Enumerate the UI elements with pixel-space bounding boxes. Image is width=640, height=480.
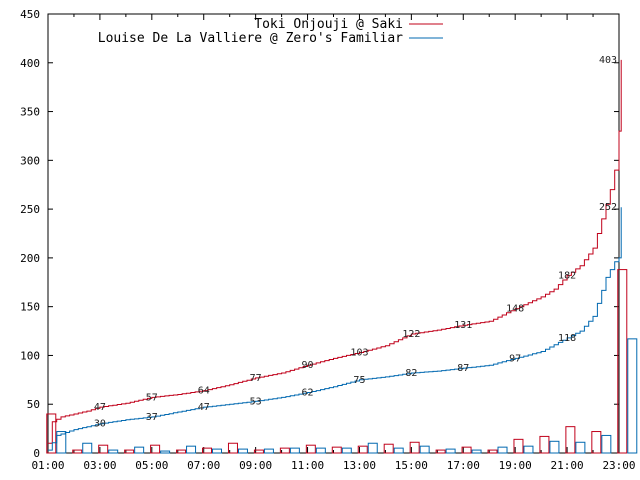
bar-toki: [227, 442, 238, 454]
bar-louise: [549, 440, 560, 454]
bar-toki: [591, 431, 602, 454]
bar-toki: [279, 447, 290, 454]
point-label-toki: 77: [250, 373, 262, 384]
bar-louise: [627, 338, 638, 454]
x-tick-label: 23:00: [602, 459, 635, 472]
x-tick-label: 15:00: [395, 459, 428, 472]
point-label-toki: 47: [94, 402, 106, 413]
bar-toki: [305, 444, 316, 454]
bar-louise: [315, 447, 326, 454]
y-tick-label: 50: [27, 398, 40, 411]
point-label-toki: 182: [558, 270, 576, 281]
bar-toki: [253, 449, 264, 454]
axes: 0 50 100 150 200 250 300 350 400 450 01:00 03:00 05:…: [20, 8, 635, 472]
y-tick-label: 0: [33, 447, 40, 460]
point-label-louise: 252: [599, 202, 617, 213]
x-tick-label: 09:00: [239, 459, 272, 472]
bar-louise: [263, 448, 274, 454]
bar-louise: [341, 447, 352, 454]
bar-louise: [82, 442, 93, 454]
legend-label-toki: Toki Onjouji @ Saki: [254, 17, 403, 32]
point-label-toki: 131: [454, 320, 472, 331]
point-labels: 47 57 64 77 90 103 122 131 148 182 403 30 37 47 53 62 75…: [94, 55, 617, 430]
point-label-louise: 97: [509, 353, 521, 364]
bar-louise: [497, 446, 508, 454]
bar-toki: [487, 449, 498, 454]
x-tick-label: 21:00: [551, 459, 584, 472]
bar-louise: [289, 447, 300, 454]
y-tick-label: 250: [20, 203, 40, 216]
bar-louise: [212, 448, 223, 454]
bar-toki: [176, 449, 187, 454]
point-label-louise: 82: [405, 368, 417, 379]
point-label-toki: 122: [402, 329, 420, 340]
point-label-toki: 148: [506, 304, 524, 315]
x-tick-label: 03:00: [83, 459, 116, 472]
bar-toki: [331, 446, 342, 454]
bar-louise: [523, 445, 534, 454]
y-tick-label: 350: [20, 106, 40, 119]
bar-toki: [565, 426, 576, 454]
bar-toki: [539, 435, 550, 454]
point-label-louise: 53: [250, 396, 262, 407]
x-tick-label: 07:00: [187, 459, 220, 472]
point-label-toki: 103: [350, 348, 368, 359]
bar-louise: [601, 434, 612, 454]
bar-louise: [575, 441, 586, 454]
bar-louise: [160, 450, 171, 454]
bar-toki: [617, 269, 628, 454]
point-label-toki: 403: [599, 55, 617, 66]
x-tick-label: 17:00: [447, 459, 480, 472]
bar-toki: [409, 441, 420, 454]
bar-toki: [98, 444, 109, 454]
x-tick-label: 11:00: [291, 459, 324, 472]
bar-toki: [46, 413, 57, 454]
bar-louise: [471, 449, 482, 454]
bar-toki: [461, 446, 472, 454]
bar-toki: [72, 449, 83, 454]
y-tick-label: 100: [20, 349, 40, 362]
point-label-toki: 57: [146, 392, 158, 403]
point-label-louise: 37: [146, 412, 158, 423]
point-label-louise: 87: [457, 363, 469, 374]
y-tick-label: 400: [20, 57, 40, 70]
bar-louise: [445, 448, 456, 454]
lines: [48, 59, 622, 451]
y-tick-label: 300: [20, 154, 40, 167]
bar-toki: [124, 449, 135, 454]
legend-label-louise: Louise De La Valliere @ Zero's Familiar: [98, 31, 403, 46]
bar-louise: [419, 445, 430, 454]
bar-louise: [393, 447, 404, 454]
bar-toki: [150, 444, 161, 454]
y-tick-label: 450: [20, 8, 40, 21]
series-line-toki: [48, 59, 622, 444]
y-tick-label: 150: [20, 301, 40, 314]
bar-toki: [435, 449, 446, 454]
bar-toki: [383, 443, 394, 454]
x-tick-label: 13:00: [343, 459, 376, 472]
point-label-louise: 30: [94, 419, 106, 430]
point-label-toki: 90: [302, 360, 314, 371]
point-label-louise: 62: [302, 388, 314, 399]
bar-toki: [357, 445, 368, 454]
bar-toki: [513, 438, 524, 454]
bar-louise: [134, 446, 145, 454]
y-tick-label: 200: [20, 252, 40, 265]
bar-toki: [202, 447, 213, 454]
point-label-louise: 118: [558, 333, 576, 344]
series-line-louise: [48, 207, 622, 451]
x-tick-label: 19:00: [499, 459, 532, 472]
point-label-toki: 64: [198, 386, 210, 397]
bar-louise: [108, 449, 119, 454]
point-label-louise: 47: [198, 402, 210, 413]
point-label-louise: 75: [353, 375, 365, 386]
x-tick-label: 05:00: [135, 459, 168, 472]
bars: [46, 269, 638, 454]
x-tick-label: 01:00: [31, 459, 64, 472]
bar-louise: [186, 445, 197, 454]
bar-louise: [237, 448, 248, 454]
bar-louise: [367, 442, 378, 454]
